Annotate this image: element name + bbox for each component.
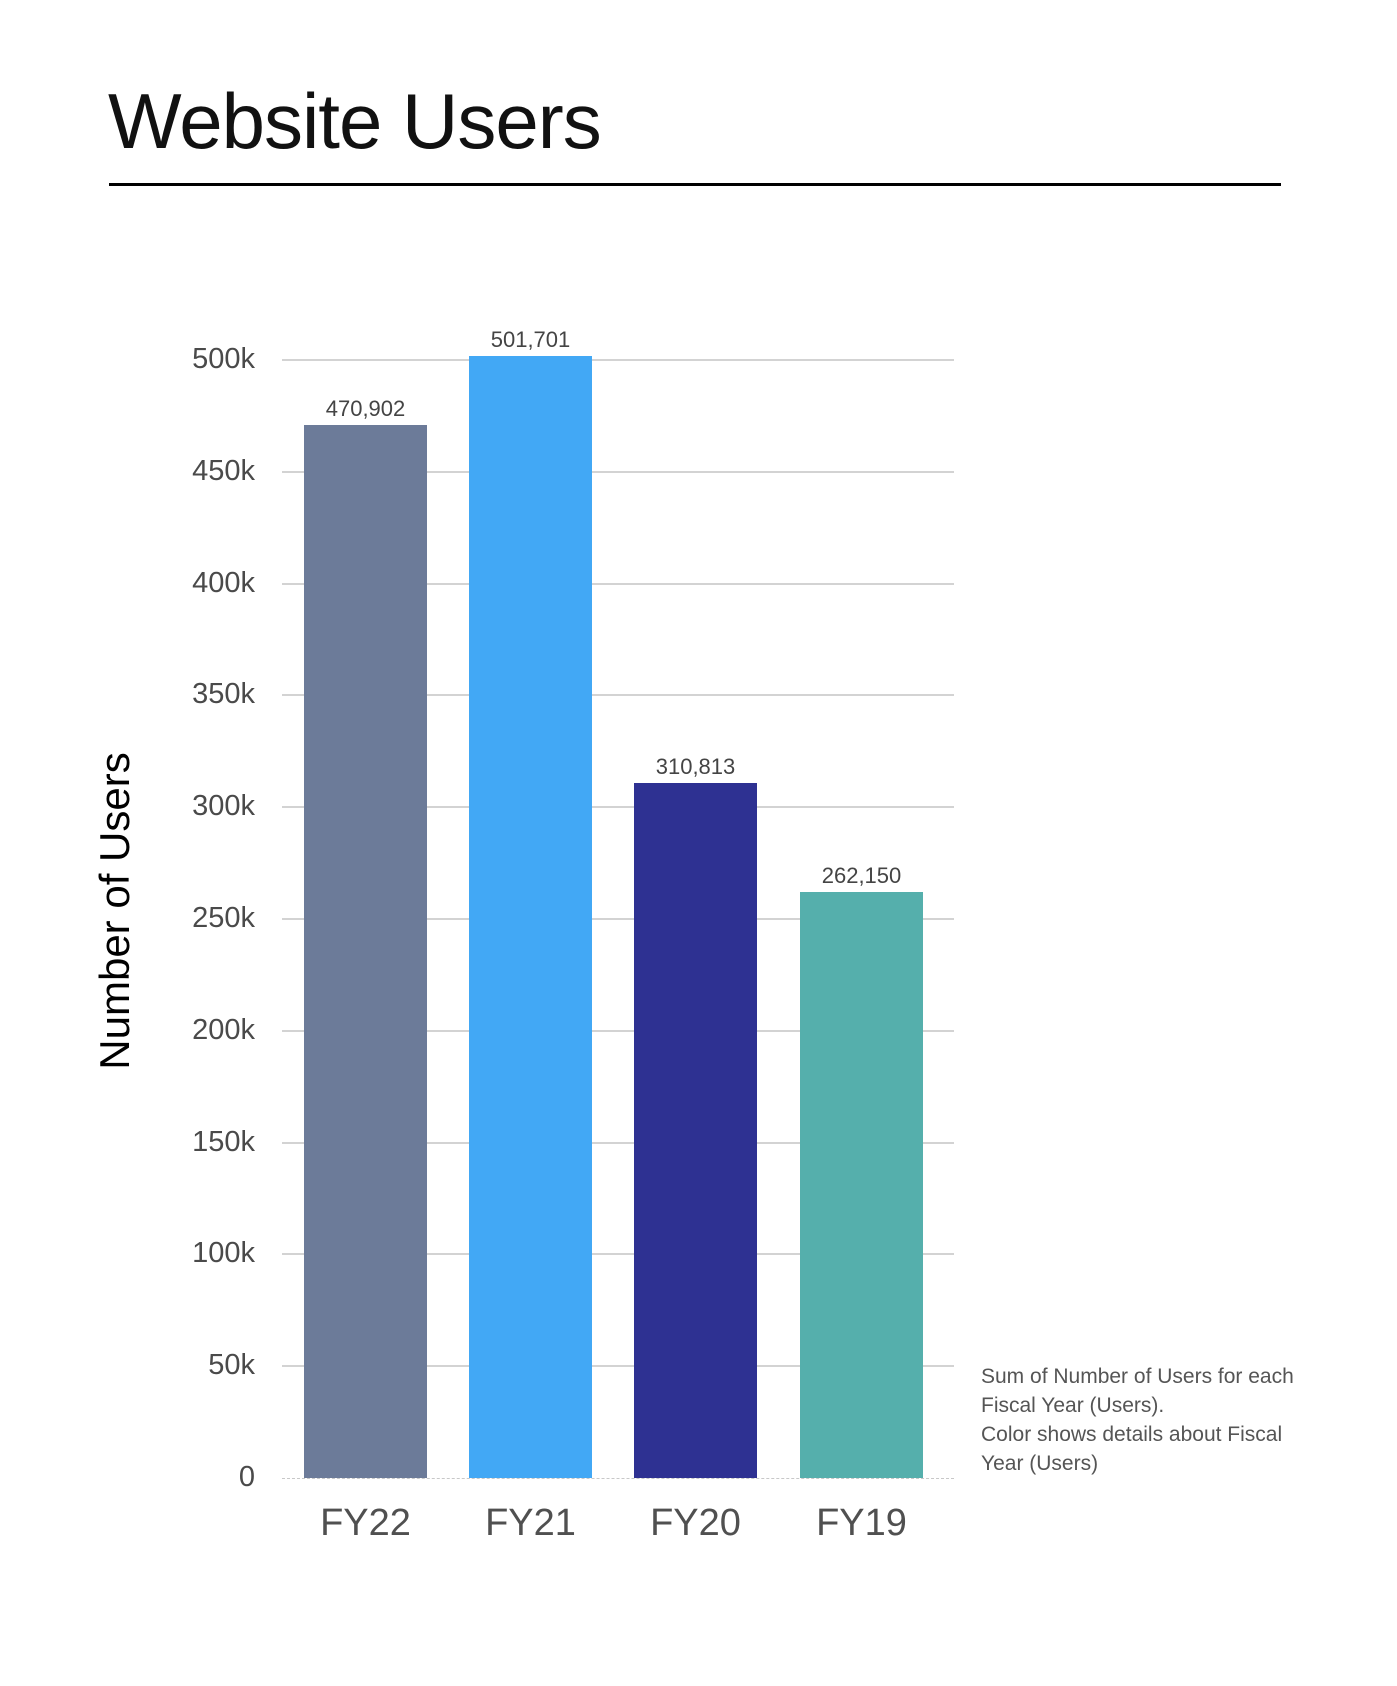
gridline bbox=[282, 1365, 954, 1368]
chart-title: Website Users bbox=[108, 77, 602, 165]
caption-line: Year (Users) bbox=[981, 1452, 1099, 1475]
y-axis-title: Number of Users bbox=[91, 752, 138, 1070]
gridline bbox=[282, 582, 954, 585]
y-tick-label: 100k bbox=[192, 1237, 255, 1270]
y-tick-label: 500k bbox=[192, 343, 255, 375]
gridline bbox=[282, 694, 954, 697]
caption-line: Sum of Number of Users for each bbox=[981, 1365, 1294, 1388]
y-tick-label: 250k bbox=[192, 902, 255, 934]
gridline bbox=[282, 918, 954, 920]
x-category-label: FY22 bbox=[320, 1502, 411, 1544]
gridline bbox=[282, 470, 954, 473]
caption-line: Fiscal Year (Users). bbox=[981, 1394, 1165, 1417]
x-category-label: FY19 bbox=[816, 1502, 907, 1544]
bar-value-label: 470,902 bbox=[325, 396, 406, 422]
bar-fy21[interactable] bbox=[469, 356, 592, 1478]
y-tick-label: 200k bbox=[192, 1013, 255, 1046]
gridline bbox=[282, 806, 954, 809]
y-tick-label: 450k bbox=[192, 454, 255, 487]
title-underline bbox=[109, 183, 1281, 186]
gridline bbox=[282, 1253, 954, 1256]
y-tick-label: 150k bbox=[192, 1125, 255, 1158]
y-tick-label: 300k bbox=[192, 790, 255, 823]
x-category-label: FY21 bbox=[485, 1502, 576, 1544]
y-tick-label: 0 bbox=[238, 1461, 255, 1493]
gridline bbox=[282, 1029, 954, 1032]
caption-line: Color shows details about Fiscal bbox=[981, 1423, 1283, 1446]
y-tick-label: 350k bbox=[192, 678, 255, 711]
gridline bbox=[282, 359, 954, 361]
bar-value-label: 501,701 bbox=[490, 327, 571, 353]
bar-value-label: 262,150 bbox=[821, 862, 902, 888]
bar-value-label: 310,813 bbox=[655, 754, 736, 780]
bar-fy19[interactable] bbox=[800, 891, 923, 1478]
zero-baseline bbox=[282, 1478, 954, 1479]
bar-fy22[interactable] bbox=[304, 425, 427, 1478]
y-tick-label: 50k bbox=[208, 1349, 255, 1382]
x-category-label: FY20 bbox=[650, 1502, 741, 1544]
gridline bbox=[282, 1141, 954, 1144]
bar-fy20[interactable] bbox=[634, 783, 757, 1478]
y-tick-label: 400k bbox=[192, 566, 255, 599]
chart-caption: Sum of Number of Users for each Fiscal Y… bbox=[981, 1362, 1321, 1478]
